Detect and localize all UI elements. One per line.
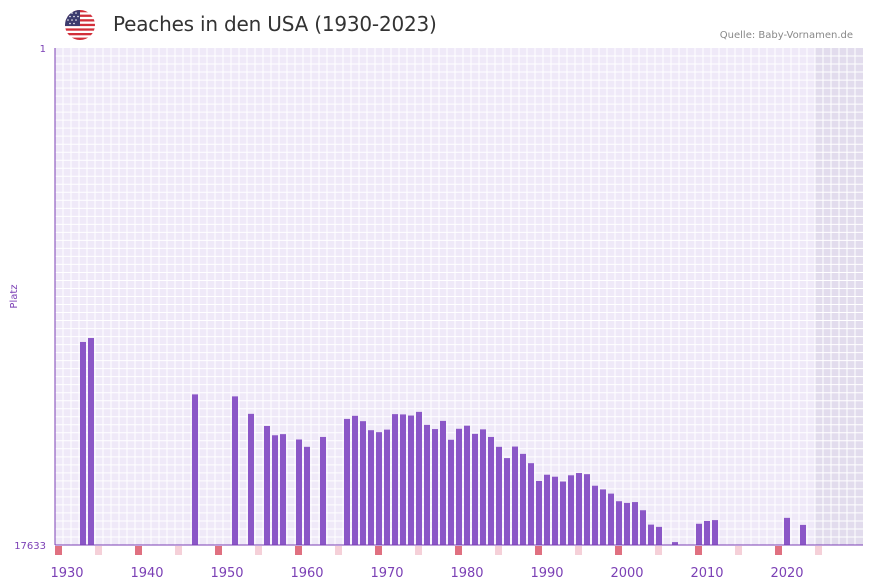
decade-marker	[495, 546, 502, 555]
decade-marker	[815, 546, 822, 555]
decade-marker	[575, 546, 582, 555]
x-tick-label: 1950	[210, 566, 243, 581]
bar	[528, 463, 534, 545]
bar	[400, 414, 406, 545]
bar	[800, 524, 806, 545]
decade-marker	[735, 546, 742, 555]
bar	[616, 501, 622, 545]
decade-marker	[95, 546, 102, 555]
decade-marker	[455, 546, 462, 555]
decade-marker	[295, 546, 302, 555]
bar	[448, 439, 454, 545]
decade-marker	[335, 546, 342, 555]
decade-marker	[655, 546, 662, 555]
bar	[624, 502, 630, 545]
bar	[248, 413, 254, 545]
bar	[480, 429, 486, 545]
bar	[392, 414, 398, 545]
bar	[88, 338, 94, 545]
bar	[512, 446, 518, 545]
bar	[352, 415, 358, 545]
bar	[272, 435, 278, 545]
bar	[344, 418, 350, 545]
bar	[472, 433, 478, 545]
decade-marker	[695, 546, 702, 555]
bar	[592, 485, 598, 545]
bar	[704, 520, 710, 545]
bar	[320, 436, 326, 545]
bar	[232, 396, 238, 545]
bar	[496, 446, 502, 545]
y-tick-label: 1	[40, 44, 46, 55]
decade-marker	[255, 546, 262, 555]
decade-marker	[215, 546, 222, 555]
decade-marker	[55, 546, 62, 555]
bar	[584, 474, 590, 545]
bar	[80, 341, 86, 545]
x-tick-label: 2020	[770, 566, 803, 581]
bar	[552, 476, 558, 545]
bar	[432, 429, 438, 545]
chart-title: Peaches in den USA (1930-2023)	[113, 12, 437, 36]
bar	[304, 446, 310, 545]
bar	[696, 523, 702, 545]
y-axis-label: Platz	[9, 284, 20, 308]
decade-marker	[175, 546, 182, 555]
bar	[576, 473, 582, 545]
bar	[440, 420, 446, 545]
decade-marker	[135, 546, 142, 555]
bar	[360, 421, 366, 545]
bar	[264, 425, 270, 545]
bar	[488, 436, 494, 545]
bar	[600, 489, 606, 545]
x-tick-label: 1960	[290, 566, 323, 581]
decade-marker	[535, 546, 542, 555]
decade-marker	[775, 546, 782, 555]
x-tick-label: 1930	[50, 566, 83, 581]
bar	[536, 480, 542, 545]
bar	[520, 453, 526, 545]
x-tick-label: 1940	[130, 566, 163, 581]
bar	[648, 524, 654, 545]
bar	[416, 411, 422, 545]
x-tick-label: 1990	[530, 566, 563, 581]
x-tick-label: 1980	[450, 566, 483, 581]
decade-marker	[615, 546, 622, 555]
bar	[408, 415, 414, 545]
bar	[632, 502, 638, 545]
y-tick-label: 17633	[14, 541, 46, 552]
bar	[456, 428, 462, 545]
bar	[376, 432, 382, 545]
decade-marker	[415, 546, 422, 555]
bar	[368, 430, 374, 545]
x-tick-label: 1970	[370, 566, 403, 581]
x-tick-label: 2000	[610, 566, 643, 581]
bar	[384, 429, 390, 545]
grid	[54, 48, 863, 545]
bar	[712, 520, 718, 545]
bar	[424, 424, 430, 545]
bar	[280, 434, 286, 545]
bar	[560, 481, 566, 545]
bar	[296, 439, 302, 545]
bar	[784, 517, 790, 545]
bar	[608, 493, 614, 545]
bar	[192, 394, 198, 545]
bar	[672, 542, 678, 545]
bar	[544, 474, 550, 545]
usa-flag-icon	[65, 10, 95, 40]
x-tick-label: 2010	[690, 566, 723, 581]
bar	[640, 510, 646, 545]
bar	[504, 458, 510, 545]
decade-marker	[375, 546, 382, 555]
bar	[568, 475, 574, 545]
source-credit: Quelle: Baby-Vornamen.de	[719, 30, 853, 41]
bar	[656, 526, 662, 545]
bar	[464, 425, 470, 545]
